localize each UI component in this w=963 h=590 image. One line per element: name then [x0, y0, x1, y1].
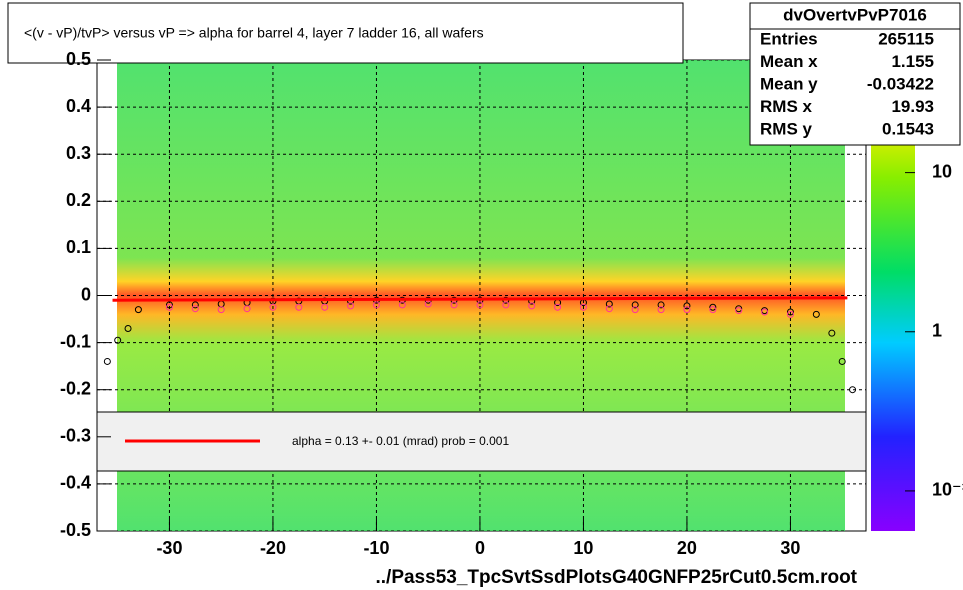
- x-tick-label: 30: [780, 538, 800, 558]
- profile-point: [243, 305, 251, 313]
- fit-line: [112, 296, 848, 302]
- profile-point: [165, 303, 173, 311]
- stats-label: RMS x: [760, 97, 813, 116]
- profile-point: [124, 324, 132, 332]
- profile-point: [579, 303, 587, 311]
- profile-point: [103, 357, 111, 365]
- stats-value: 1.155: [891, 52, 934, 71]
- profile-point: [838, 357, 846, 365]
- title-box: [7, 2, 684, 64]
- profile-point: [709, 303, 717, 311]
- profile-point: [191, 305, 199, 313]
- stats-value: -0.03422: [867, 74, 934, 93]
- y-tick-label: 0.4: [66, 96, 91, 116]
- profile-point: [735, 307, 743, 315]
- profile-point: [735, 305, 743, 313]
- y-tick-label: 0.3: [66, 143, 91, 163]
- profile-point: [321, 303, 329, 311]
- profile-point: [450, 301, 458, 309]
- profile-point: [476, 301, 484, 309]
- y-tick-label: 0: [81, 284, 91, 304]
- x-tick-label: -20: [260, 538, 286, 558]
- profile-point: [217, 306, 225, 314]
- legend-text: alpha = 0.13 +- 0.01 (mrad) prob = 0.001: [292, 434, 509, 448]
- x-tick-label: -30: [156, 538, 182, 558]
- profile-point: [502, 301, 510, 309]
- profile-point: [683, 302, 691, 310]
- profile-point: [786, 310, 794, 318]
- profile-point: [191, 301, 199, 309]
- profile-point: [657, 301, 665, 309]
- y-tick-label: 0.5: [66, 49, 91, 69]
- profile-point: [657, 306, 665, 314]
- profile-point: [605, 305, 613, 313]
- stats-value: 0.1543: [882, 119, 934, 138]
- y-tick-label: 0.2: [66, 190, 91, 210]
- profile-point: [849, 386, 857, 394]
- x-tick-label: -10: [363, 538, 389, 558]
- profile-point: [347, 302, 355, 310]
- profile-point: [631, 306, 639, 314]
- stats-box: [749, 2, 961, 146]
- z-tick-label: 1: [932, 321, 942, 341]
- chart-title: <(v - vP)/tvP> versus vP => alpha for ba…: [24, 25, 484, 41]
- profile-point: [631, 301, 639, 309]
- y-tick-label: -0.1: [60, 331, 91, 351]
- profile-point: [114, 336, 122, 344]
- z-tick-label: 10⁻¹: [932, 480, 963, 500]
- stats-label: Mean y: [760, 74, 818, 93]
- profile-point: [372, 301, 380, 309]
- stats-value: 265115: [878, 29, 934, 48]
- x-tick-label: 0: [475, 538, 485, 558]
- profile-point: [554, 303, 562, 311]
- y-tick-label: 0.1: [66, 237, 91, 257]
- profile-point: [812, 310, 820, 318]
- y-tick-label: -0.3: [60, 426, 91, 446]
- profile-point: [761, 308, 769, 316]
- profile-point: [786, 308, 794, 316]
- profile-point: [424, 300, 432, 308]
- profile-point: [605, 300, 613, 308]
- stats-title: dvOvertvPvP7016: [783, 5, 927, 24]
- profile-point: [398, 301, 406, 309]
- x-tick-label: 20: [677, 538, 697, 558]
- profile-point: [683, 306, 691, 314]
- x-tick-label: 10: [573, 538, 593, 558]
- profile-point: [165, 301, 173, 309]
- y-tick-label: -0.2: [60, 378, 91, 398]
- stats-label: Entries: [760, 29, 818, 48]
- profile-point: [295, 303, 303, 311]
- y-tick-label: -0.4: [60, 473, 91, 493]
- profile-point: [528, 302, 536, 310]
- stats-label: Mean x: [760, 52, 818, 71]
- profile-point: [269, 303, 277, 311]
- z-tick-label: 10: [932, 161, 952, 181]
- profile-point: [134, 306, 142, 314]
- x-axis-label: ../Pass53_TpcSvtSsdPlotsG40GNFP25rCut0.5…: [375, 567, 857, 588]
- y-tick-label: -0.5: [60, 520, 91, 540]
- stats-label: RMS y: [760, 119, 813, 138]
- profile-point: [828, 329, 836, 337]
- stats-value: 19.93: [891, 97, 934, 116]
- profile-point: [709, 306, 717, 314]
